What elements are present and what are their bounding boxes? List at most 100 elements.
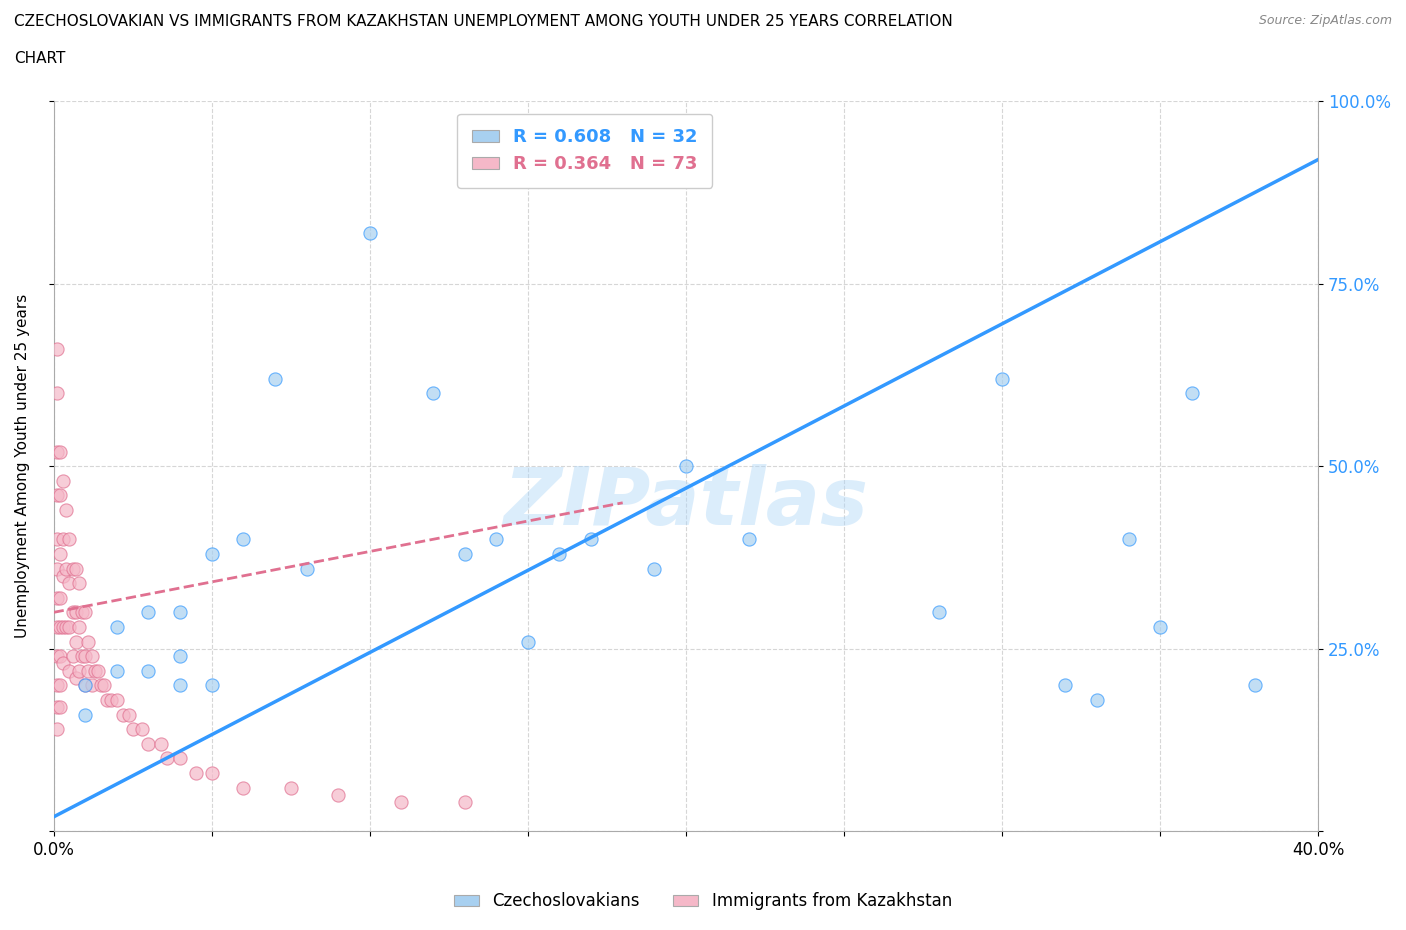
Point bbox=[45, 386, 67, 401]
Point bbox=[62, 604, 84, 619]
Point bbox=[131, 722, 153, 737]
Point bbox=[45, 649, 67, 664]
Point bbox=[55, 619, 77, 634]
Point bbox=[45, 619, 67, 634]
Point bbox=[65, 604, 87, 619]
Point bbox=[138, 604, 160, 619]
Point bbox=[453, 795, 475, 810]
Point bbox=[169, 678, 191, 693]
Point bbox=[49, 649, 72, 664]
Point bbox=[138, 663, 160, 678]
Point bbox=[67, 663, 90, 678]
Point bbox=[65, 671, 87, 685]
Point bbox=[328, 788, 350, 803]
Point bbox=[45, 342, 67, 357]
Point bbox=[93, 678, 115, 693]
Point bbox=[105, 619, 128, 634]
Point bbox=[55, 561, 77, 576]
Point bbox=[389, 795, 412, 810]
Point bbox=[45, 722, 67, 737]
Point bbox=[100, 693, 122, 708]
Point bbox=[991, 371, 1014, 386]
Point bbox=[45, 532, 67, 547]
Point bbox=[52, 619, 75, 634]
Text: CHART: CHART bbox=[14, 51, 66, 66]
Point bbox=[112, 707, 135, 722]
Point bbox=[548, 547, 571, 562]
Point bbox=[121, 722, 143, 737]
Point bbox=[75, 678, 97, 693]
Point bbox=[45, 445, 67, 459]
Point bbox=[49, 678, 72, 693]
Point bbox=[485, 532, 508, 547]
Point bbox=[675, 458, 697, 473]
Point bbox=[169, 604, 191, 619]
Point bbox=[150, 737, 173, 751]
Point bbox=[201, 678, 224, 693]
Point bbox=[75, 678, 97, 693]
Point bbox=[70, 604, 93, 619]
Point bbox=[169, 649, 191, 664]
Point bbox=[75, 604, 97, 619]
Point bbox=[295, 561, 318, 576]
Text: ZIPatlas: ZIPatlas bbox=[503, 464, 869, 542]
Point bbox=[45, 561, 67, 576]
Point bbox=[75, 707, 97, 722]
Point bbox=[1118, 532, 1140, 547]
Point bbox=[52, 568, 75, 583]
Point bbox=[138, 737, 160, 751]
Point bbox=[1244, 678, 1267, 693]
Y-axis label: Unemployment Among Youth under 25 years: Unemployment Among Youth under 25 years bbox=[15, 294, 30, 638]
Point bbox=[453, 547, 475, 562]
Point bbox=[65, 634, 87, 649]
Point bbox=[58, 532, 80, 547]
Point bbox=[49, 700, 72, 715]
Point bbox=[184, 765, 207, 780]
Point bbox=[52, 532, 75, 547]
Point bbox=[45, 678, 67, 693]
Point bbox=[49, 445, 72, 459]
Point bbox=[45, 488, 67, 503]
Point bbox=[1149, 619, 1171, 634]
Point bbox=[280, 780, 302, 795]
Point bbox=[1181, 386, 1204, 401]
Point bbox=[83, 663, 105, 678]
Point bbox=[156, 751, 179, 766]
Point bbox=[643, 561, 665, 576]
Legend: Czechoslovakians, Immigrants from Kazakhstan: Czechoslovakians, Immigrants from Kazakh… bbox=[447, 885, 959, 917]
Point bbox=[1054, 678, 1077, 693]
Point bbox=[65, 561, 87, 576]
Point bbox=[90, 678, 112, 693]
Point bbox=[118, 707, 141, 722]
Point bbox=[58, 619, 80, 634]
Point bbox=[49, 547, 72, 562]
Point bbox=[232, 532, 254, 547]
Point bbox=[516, 634, 538, 649]
Point bbox=[49, 591, 72, 605]
Point bbox=[45, 700, 67, 715]
Legend: R = 0.608   N = 32, R = 0.364   N = 73: R = 0.608 N = 32, R = 0.364 N = 73 bbox=[457, 113, 713, 188]
Point bbox=[62, 561, 84, 576]
Point bbox=[201, 765, 224, 780]
Point bbox=[359, 225, 381, 240]
Point bbox=[422, 386, 444, 401]
Point bbox=[87, 663, 110, 678]
Point bbox=[105, 693, 128, 708]
Point bbox=[62, 649, 84, 664]
Point bbox=[77, 634, 100, 649]
Point bbox=[105, 663, 128, 678]
Point bbox=[49, 619, 72, 634]
Point bbox=[52, 473, 75, 488]
Point bbox=[77, 663, 100, 678]
Point bbox=[70, 649, 93, 664]
Point bbox=[52, 656, 75, 671]
Point bbox=[49, 488, 72, 503]
Point bbox=[67, 619, 90, 634]
Point bbox=[232, 780, 254, 795]
Point bbox=[80, 649, 103, 664]
Point bbox=[67, 576, 90, 591]
Point bbox=[579, 532, 602, 547]
Point bbox=[169, 751, 191, 766]
Point bbox=[264, 371, 287, 386]
Point bbox=[58, 576, 80, 591]
